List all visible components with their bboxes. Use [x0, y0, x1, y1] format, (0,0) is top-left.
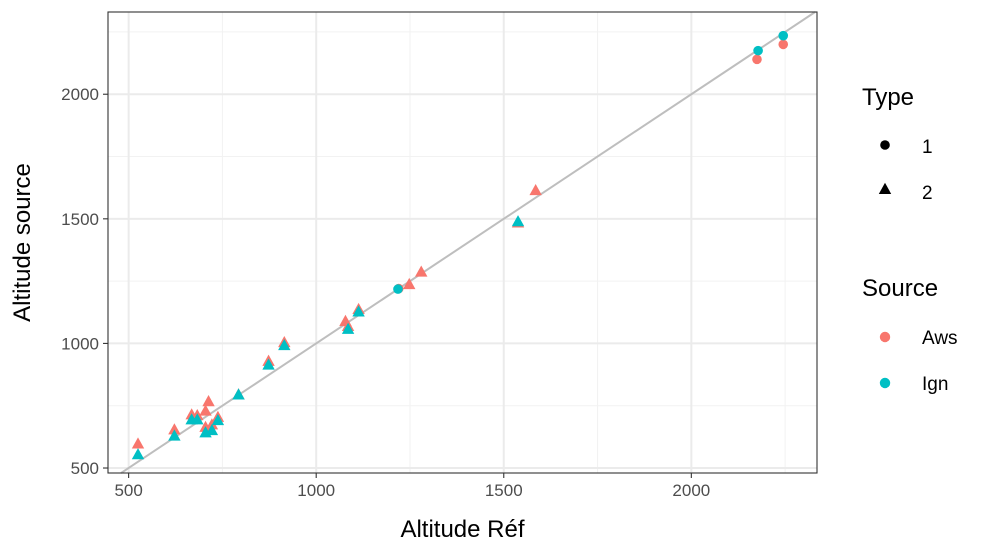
point-ign-type-2: [262, 358, 275, 370]
point-ign-type-2: [511, 215, 525, 227]
point-aws-type-2: [131, 437, 145, 449]
plot-panel: [107, 11, 818, 474]
point-aws-type-2: [529, 183, 542, 196]
y-axis-title: Altitude source: [9, 163, 36, 322]
legend-label-type-2: 2: [922, 183, 933, 204]
legend-type-title: Type: [862, 84, 914, 111]
legend-key-triangle: [878, 182, 892, 194]
legend-source: Source Aws Ign: [862, 275, 958, 395]
y-tick-label: 500: [71, 459, 99, 478]
point-ign-type-1: [753, 45, 763, 56]
point-aws-type-1: [752, 54, 762, 65]
x-tick-label: 500: [114, 481, 142, 500]
minor-grid: [108, 12, 817, 473]
point-ign-type-1: [393, 284, 403, 294]
legend-type: Type 1 2: [862, 84, 933, 204]
x-tick-label: 2000: [672, 481, 710, 500]
point-ign-type-2: [352, 305, 365, 317]
point-aws-type-1: [778, 39, 789, 50]
point-aws-type-2: [415, 265, 428, 277]
panel-border: [107, 11, 818, 474]
major-grid: [108, 12, 817, 473]
legend-label-ign: Ign: [922, 374, 948, 395]
x-tick-label: 1500: [485, 481, 523, 500]
point-ign-type-2: [168, 429, 181, 441]
point-aws-type-2: [199, 404, 212, 416]
point-aws-type-2: [168, 423, 181, 435]
y-tick-label: 1500: [61, 210, 99, 229]
point-ign-type-2: [341, 322, 355, 334]
x-tick-label: 1000: [297, 481, 335, 500]
data-points: [131, 30, 789, 460]
point-aws-type-2: [403, 277, 416, 290]
legend-label-aws: Aws: [922, 328, 958, 349]
identity-reference-line: [120, 11, 816, 474]
point-ign-type-2: [205, 423, 219, 436]
x-axis: 500 1000 1500 2000: [114, 473, 710, 500]
point-ign-type-2: [191, 413, 204, 425]
point-ign-type-2: [278, 338, 291, 351]
point-ign-type-1: [778, 30, 789, 41]
legend-key-ign: [879, 377, 891, 389]
point-ign-type-2: [131, 448, 145, 460]
legend-label-type-1: 1: [922, 137, 933, 158]
point-aws-type-2: [205, 418, 219, 430]
legend-source-title: Source: [862, 275, 938, 302]
x-axis-title: Altitude Réf: [400, 516, 524, 543]
point-ign-type-2: [211, 413, 225, 426]
y-tick-label: 1000: [61, 334, 99, 353]
legend-key-aws: [879, 331, 891, 343]
y-tick-label: 2000: [61, 85, 99, 104]
legend-key-circle: [880, 140, 890, 150]
y-axis: 500 1000 1500 2000: [61, 85, 108, 478]
point-aws-type-2: [202, 395, 215, 407]
point-ign-type-2: [232, 388, 245, 400]
